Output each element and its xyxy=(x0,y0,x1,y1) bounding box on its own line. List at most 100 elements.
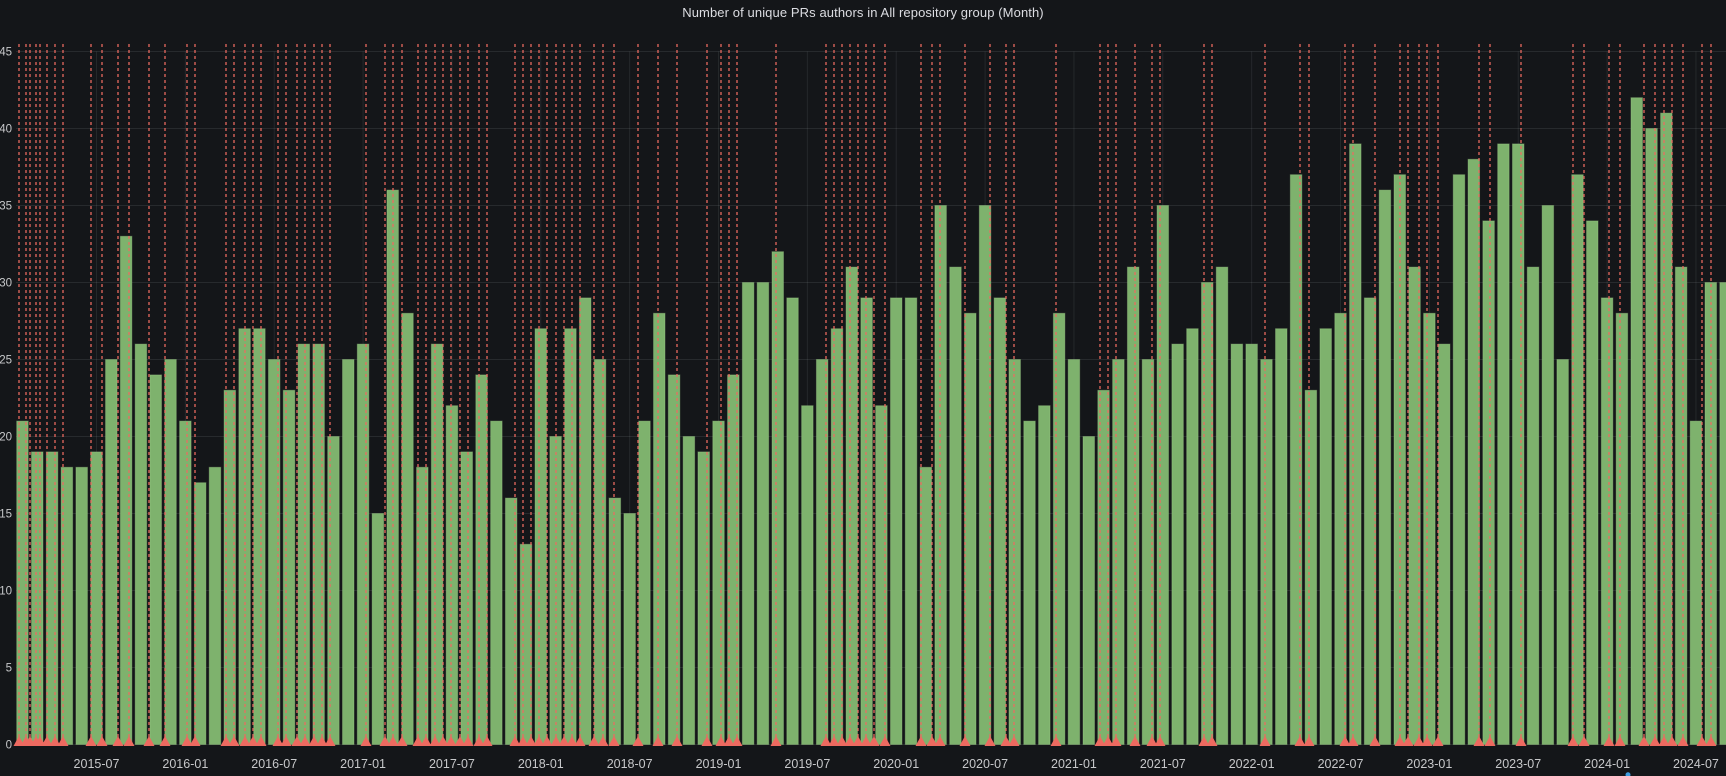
bar-2016-12[interactable] xyxy=(342,359,355,745)
annotation-marker[interactable] xyxy=(85,736,97,746)
bar-2020-10[interactable] xyxy=(1023,420,1036,745)
annotation-marker[interactable] xyxy=(96,736,108,746)
bar-2021-05[interactable] xyxy=(1126,266,1140,745)
annotation-marker[interactable] xyxy=(1339,736,1351,746)
annotation-marker[interactable] xyxy=(1578,736,1590,746)
bar-2023-06[interactable] xyxy=(1497,143,1510,745)
annotation-marker[interactable] xyxy=(934,736,946,746)
legend-series-dot[interactable] xyxy=(1625,772,1631,776)
annotation-marker[interactable] xyxy=(558,736,570,746)
bar-2017-07[interactable] xyxy=(445,405,459,745)
bar-2015-02[interactable] xyxy=(16,420,29,745)
bar-2015-10[interactable] xyxy=(134,343,148,745)
bar-2015-04[interactable] xyxy=(45,451,59,745)
annotation-marker[interactable] xyxy=(926,736,938,746)
bar-2023-10[interactable] xyxy=(1556,359,1569,745)
bar-2016-08[interactable] xyxy=(282,389,296,745)
bar-2015-11[interactable] xyxy=(149,374,162,745)
bar-2020-03[interactable] xyxy=(919,466,933,745)
annotation-marker[interactable] xyxy=(280,736,292,746)
bar-2023-01[interactable] xyxy=(1423,312,1436,745)
annotation-marker[interactable] xyxy=(420,736,432,746)
annotation-marker[interactable] xyxy=(189,736,201,746)
bar-2024-06[interactable] xyxy=(1674,266,1688,745)
annotation-marker[interactable] xyxy=(1484,736,1496,746)
bar-2024-07[interactable] xyxy=(1689,420,1703,745)
annotation-marker[interactable] xyxy=(1432,736,1444,746)
annotation-marker[interactable] xyxy=(143,736,155,746)
annotation-marker[interactable] xyxy=(462,736,474,746)
annotation-marker[interactable] xyxy=(828,736,840,746)
bar-2021-12[interactable] xyxy=(1230,343,1244,745)
bar-2015-12[interactable] xyxy=(164,359,177,745)
annotation-marker[interactable] xyxy=(1649,736,1661,746)
annotation-marker[interactable] xyxy=(1008,736,1020,746)
bar-2024-03[interactable] xyxy=(1630,97,1643,745)
bar-2018-08[interactable] xyxy=(638,420,651,745)
bar-2018-01[interactable] xyxy=(534,328,548,745)
bar-2020-08[interactable] xyxy=(993,297,1007,745)
bar-2017-08[interactable] xyxy=(460,451,473,745)
annotation-marker[interactable] xyxy=(41,736,53,746)
annotation-marker[interactable] xyxy=(1515,736,1527,746)
bar-2018-11[interactable] xyxy=(682,436,696,745)
annotation-marker[interactable] xyxy=(852,736,864,746)
annotation-marker[interactable] xyxy=(1129,736,1141,746)
bar-2023-09[interactable] xyxy=(1541,205,1555,745)
bar-2024-02[interactable] xyxy=(1615,312,1629,745)
bar-2016-01[interactable] xyxy=(179,420,192,745)
annotation-marker[interactable] xyxy=(1603,736,1615,746)
annotation-marker[interactable] xyxy=(1206,736,1218,746)
bar-2021-08[interactable] xyxy=(1171,343,1184,745)
annotation-marker[interactable] xyxy=(915,736,927,746)
annotation-marker[interactable] xyxy=(1696,736,1708,746)
annotation-marker[interactable] xyxy=(379,736,391,746)
bar-2021-04[interactable] xyxy=(1112,359,1125,745)
annotation-marker[interactable] xyxy=(566,736,578,746)
bar-2018-10[interactable] xyxy=(667,374,681,745)
annotation-marker[interactable] xyxy=(820,736,832,746)
annotation-marker[interactable] xyxy=(1110,736,1122,746)
bar-2015-03[interactable] xyxy=(31,451,44,745)
annotation-marker[interactable] xyxy=(597,736,609,746)
bar-2019-03[interactable] xyxy=(741,282,755,745)
annotation-marker[interactable] xyxy=(454,736,466,746)
annotation-marker[interactable] xyxy=(541,736,553,746)
annotation-marker[interactable] xyxy=(1666,736,1678,746)
bar-2019-09[interactable] xyxy=(830,328,844,745)
annotation-marker[interactable] xyxy=(652,736,664,746)
annotation-marker[interactable] xyxy=(574,736,586,746)
annotation-marker[interactable] xyxy=(723,736,735,746)
annotation-marker[interactable] xyxy=(1658,736,1670,746)
annotation-marker[interactable] xyxy=(1000,736,1012,746)
annotation-marker[interactable] xyxy=(1421,736,1433,746)
annotation-marker[interactable] xyxy=(1198,736,1210,746)
bar-2017-10[interactable] xyxy=(490,420,503,745)
bar-2021-10[interactable] xyxy=(1200,282,1214,745)
annotation-marker[interactable] xyxy=(481,736,493,746)
bar-2021-07[interactable] xyxy=(1156,205,1170,745)
annotation-marker[interactable] xyxy=(396,736,408,746)
annotation-marker[interactable] xyxy=(701,736,713,746)
annotation-marker[interactable] xyxy=(387,736,399,746)
bar-2024-09[interactable] xyxy=(1719,282,1726,745)
annotation-marker[interactable] xyxy=(1614,736,1626,746)
annotation-marker[interactable] xyxy=(860,736,872,746)
annotation-marker[interactable] xyxy=(1638,736,1650,746)
bar-2019-05[interactable] xyxy=(771,251,784,745)
bar-2018-06[interactable] xyxy=(608,497,622,745)
bar-2024-01[interactable] xyxy=(1600,297,1614,745)
annotation-marker[interactable] xyxy=(360,736,372,746)
annotation-marker[interactable] xyxy=(247,736,259,746)
annotation-marker[interactable] xyxy=(1677,736,1689,746)
annotation-marker[interactable] xyxy=(1102,736,1114,746)
bar-2017-12[interactable] xyxy=(519,543,533,745)
annotation-marker[interactable] xyxy=(671,736,683,746)
annotation-marker[interactable] xyxy=(632,736,644,746)
bar-2020-06[interactable] xyxy=(964,312,977,745)
bar-2018-09[interactable] xyxy=(653,312,666,745)
annotation-marker[interactable] xyxy=(239,736,251,746)
annotation-marker[interactable] xyxy=(1294,736,1306,746)
annotation-marker[interactable] xyxy=(550,736,562,746)
bar-2023-02[interactable] xyxy=(1437,343,1451,745)
